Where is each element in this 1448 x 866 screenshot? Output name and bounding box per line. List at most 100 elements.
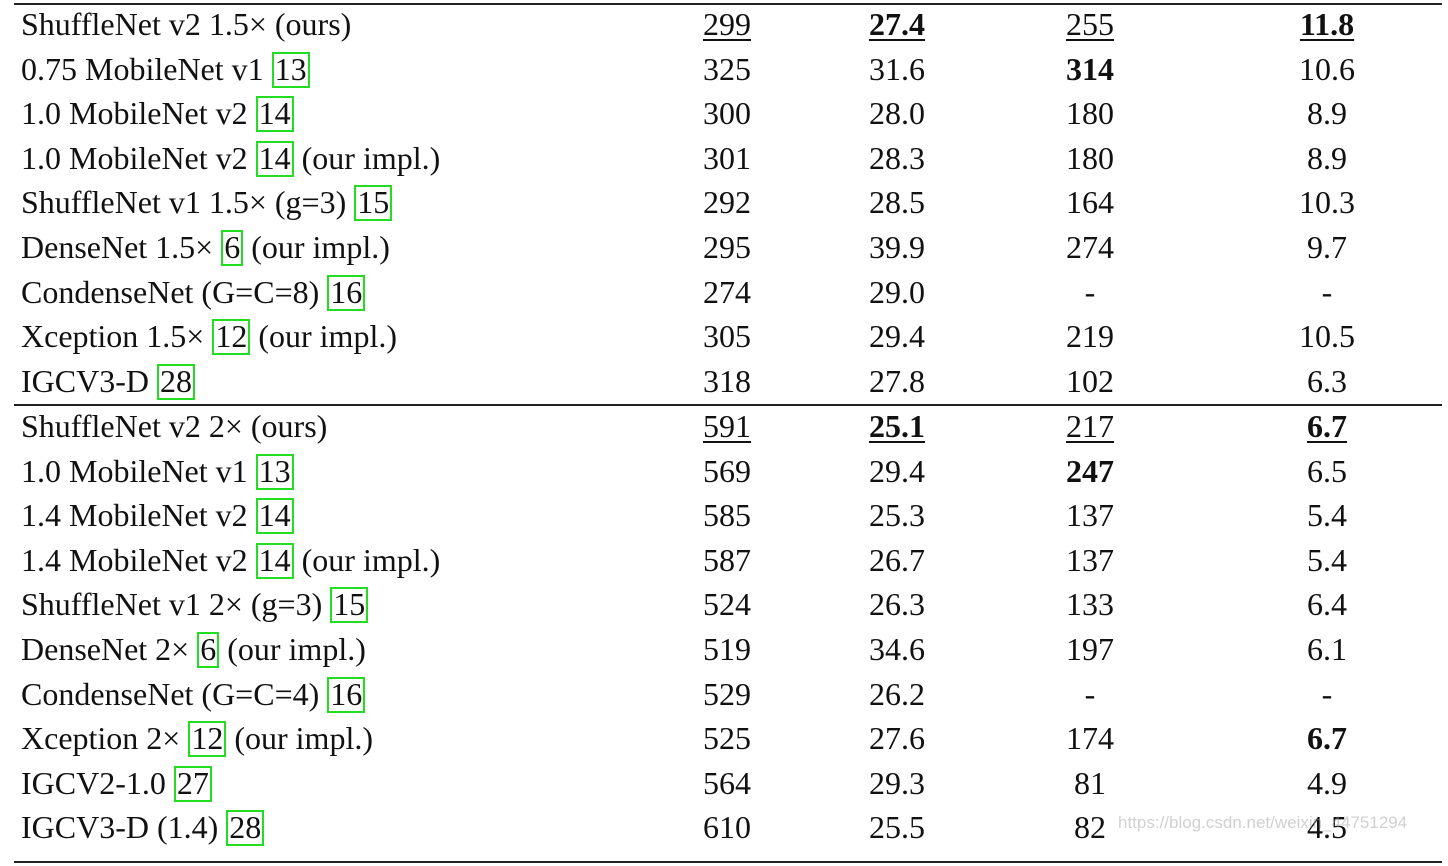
citation-link[interactable]: 28 [156, 363, 195, 400]
model-name-text: ShuffleNet v2 1.5× (ours) [21, 6, 352, 42]
model-name: Xception 2× 12 (our impl.) [21, 716, 373, 761]
table-row: 0.75 MobileNet v1 13 325 31.6 314 10.6 [0, 47, 1448, 92]
citation-link[interactable]: 15 [354, 185, 393, 222]
table-cell: 301 [703, 139, 751, 176]
table-cell: 28.3 [869, 139, 925, 176]
model-name: ShuffleNet v1 1.5× (g=3) 15 [21, 180, 393, 225]
model-name-text: 1.4 MobileNet v2 [21, 541, 256, 578]
citation-link[interactable]: 14 [255, 96, 294, 133]
citation-link[interactable]: 6 [221, 230, 244, 266]
table-cell: 197 [1066, 631, 1114, 667]
table-row: 1.0 MobileNet v2 14 300 28.0 180 8.9 [0, 91, 1448, 136]
table-cell: 28.5 [869, 184, 925, 221]
model-name-text: ShuffleNet v1 1.5× (g=3) [21, 184, 355, 221]
table-row: CondenseNet (G=C=4) 16 529 26.2 - - [0, 672, 1448, 717]
citation-link[interactable]: 12 [212, 319, 251, 356]
table-cell: 591 [703, 408, 751, 444]
table-cell: 82 [1074, 809, 1106, 846]
citation-link[interactable]: 28 [226, 810, 265, 847]
table-cell: 6.4 [1307, 586, 1347, 623]
table-cell: 4.9 [1307, 764, 1347, 801]
table-cell: 9.7 [1307, 229, 1347, 265]
table-row: IGCV3-D 28 318 27.8 102 6.3 [0, 359, 1448, 404]
table-cell: 10.6 [1299, 50, 1355, 87]
table-row: 1.4 MobileNet v2 14 (our impl.) 587 26.7 13… [0, 538, 1448, 583]
table-cell: 81 [1074, 764, 1106, 801]
table-cell: 29.4 [869, 452, 925, 489]
model-name-text: DenseNet 2× [21, 631, 198, 667]
table-cell: 219 [1066, 318, 1114, 355]
table-cell: 31.6 [869, 50, 925, 87]
table-cell: 26.3 [869, 586, 925, 623]
table-cell: 247 [1066, 452, 1114, 489]
model-name-suffix: (our impl.) [250, 318, 397, 355]
table-row: IGCV2-1.0 27 564 29.3 81 4.9 [0, 761, 1448, 806]
model-name-text: ShuffleNet v1 2× (g=3) [21, 586, 331, 623]
table-cell: 25.3 [869, 497, 925, 534]
model-name: CondenseNet (G=C=4) 16 [21, 672, 366, 717]
table-cell: 318 [703, 362, 751, 399]
citation-link[interactable]: 14 [255, 140, 294, 177]
table-cell: 10.5 [1299, 318, 1355, 355]
table-row: DenseNet 2× 6 (our impl.) 519 34.6 197 6.1 [0, 627, 1448, 672]
model-name-text: CondenseNet (G=C=4) [21, 675, 328, 712]
citation-link[interactable]: 12 [188, 721, 227, 758]
model-name-text: 1.0 MobileNet v2 [21, 139, 256, 176]
table-cell: 6.7 [1307, 408, 1347, 444]
table-row: Xception 1.5× 12 (our impl.) 305 29.4 219 10… [0, 314, 1448, 359]
table-cell: 137 [1066, 497, 1114, 534]
model-name-text: 1.4 MobileNet v2 [21, 497, 256, 534]
citation-link[interactable]: 15 [330, 587, 369, 624]
model-name: 1.0 MobileNet v1 13 [21, 449, 294, 494]
table-cell: 8.9 [1307, 139, 1347, 176]
table-cell: 6.5 [1307, 452, 1347, 489]
table-cell: 102 [1066, 362, 1114, 399]
citation-link[interactable]: 27 [173, 765, 212, 802]
citation-link[interactable]: 14 [255, 542, 294, 579]
table-cell: 11.8 [1299, 6, 1355, 42]
table-cell: 29.4 [869, 318, 925, 355]
table-row: Xception 2× 12 (our impl.) 525 27.6 174 6.7 [0, 716, 1448, 761]
model-name-suffix: (our impl.) [226, 720, 373, 757]
table-cell: 569 [703, 452, 751, 489]
table-cell: - [1084, 675, 1096, 712]
table-cell: 610 [703, 809, 751, 846]
table-row: IGCV3-D (1.4) 28 610 25.5 82 4.5 [0, 805, 1448, 850]
citation-link[interactable]: 16 [327, 274, 366, 311]
table-cell: 27.4 [869, 6, 925, 42]
table-cell: 26.7 [869, 541, 925, 578]
model-name: IGCV2-1.0 27 [21, 761, 212, 806]
table-cell: 6.1 [1307, 631, 1347, 667]
top-rule [14, 3, 1442, 5]
model-name: IGCV3-D 28 [21, 359, 195, 404]
model-name-text: CondenseNet (G=C=8) [21, 273, 328, 310]
model-name: ShuffleNet v2 2× (ours) [21, 404, 327, 449]
citation-link[interactable]: 13 [255, 453, 294, 490]
model-name: DenseNet 2× 6 (our impl.) [21, 627, 366, 672]
table-cell: 295 [703, 229, 751, 265]
table-cell: 525 [703, 720, 751, 757]
table-cell: 274 [703, 273, 751, 310]
model-name: Xception 1.5× 12 (our impl.) [21, 314, 397, 359]
bottom-rule [14, 861, 1442, 863]
model-name-text: DenseNet 1.5× [21, 229, 222, 265]
citation-link[interactable]: 13 [271, 51, 310, 88]
table-cell: 5.4 [1307, 497, 1347, 534]
model-name-text: 1.0 MobileNet v2 [21, 95, 256, 132]
table-cell: 5.4 [1307, 541, 1347, 578]
model-name-text: 0.75 MobileNet v1 [21, 50, 272, 87]
table-cell: 180 [1066, 95, 1114, 132]
table-cell: 314 [1066, 50, 1114, 87]
citation-link[interactable]: 14 [255, 498, 294, 535]
table-cell: 524 [703, 586, 751, 623]
citation-link[interactable]: 16 [327, 676, 366, 713]
table-row: 1.0 MobileNet v2 14 (our impl.) 301 28.3 18… [0, 136, 1448, 181]
table-cell: 6.3 [1307, 362, 1347, 399]
table-cell: 10.3 [1299, 184, 1355, 221]
table-row: ShuffleNet v1 2× (g=3) 15 524 26.3 133 6.4 [0, 582, 1448, 627]
citation-link[interactable]: 6 [197, 632, 220, 668]
model-name-text: IGCV3-D [21, 362, 157, 399]
table-cell: 137 [1066, 541, 1114, 578]
table-cell: 27.6 [869, 720, 925, 757]
table-cell: 519 [703, 631, 751, 667]
